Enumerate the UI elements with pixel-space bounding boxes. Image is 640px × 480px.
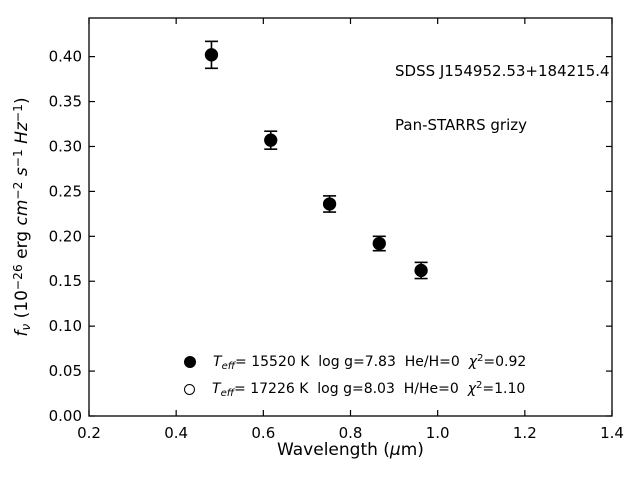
target-name: SDSS J154952.53+184215.4 [395, 62, 610, 80]
x-tick-label: 0.2 [77, 424, 101, 442]
y-tick-label: 0.40 [49, 48, 82, 66]
legend-row-model-1: Teff= 15520 K log g=7.83 He/H=0 χ2=0.92 [184, 353, 527, 372]
legend-row-model-2: Teff= 17226 K log g=8.03 H/He=0 χ2=1.10 [184, 380, 526, 399]
text-fragment: ν [19, 323, 34, 331]
text-fragment: m) [400, 440, 424, 460]
text-fragment: f [12, 330, 32, 337]
y-axis-label: fν (10−26 erg cm−2 s−1 Hz−1) [10, 47, 34, 387]
x-tick-label: 1.0 [426, 424, 450, 442]
data-point [264, 133, 278, 147]
text-fragment: 2 [476, 380, 483, 392]
text-fragment: = 15520 K log g=7.83 He/H=0 [235, 354, 469, 370]
text-fragment: Wavelength ( [277, 440, 390, 460]
text-fragment: erg [12, 225, 32, 265]
x-tick-label: 1.2 [513, 424, 537, 442]
text-fragment: Hz [12, 122, 32, 144]
text-fragment [12, 176, 32, 181]
y-tick-label: 0.05 [49, 362, 82, 380]
y-tick-label: 0.35 [49, 93, 82, 111]
data-point [204, 48, 219, 62]
text-fragment: cm [12, 199, 32, 226]
y-tick-label: 0.15 [49, 272, 82, 290]
x-tick-label: 1.4 [600, 424, 624, 442]
data-point [322, 197, 337, 211]
x-tick-label: 0.8 [339, 424, 363, 442]
text-fragment: T [212, 381, 221, 397]
text-fragment: eff [220, 387, 235, 399]
y-tick-label: 0.10 [49, 317, 82, 335]
survey-name: Pan-STARRS grizy [395, 116, 528, 134]
text-fragment: −2 [10, 181, 25, 200]
y-tick-label: 0.00 [49, 407, 82, 425]
y-tick-label: 0.30 [49, 137, 82, 155]
data-point [372, 236, 386, 251]
text-fragment: =0.92 [483, 354, 527, 370]
legend-entry-model-2: Teff= 17226 K log g=8.03 H/He=0 χ2=1.10 [212, 380, 526, 399]
text-fragment: s [12, 167, 32, 177]
text-fragment: −26 [10, 264, 25, 291]
x-axis-label: Wavelength (μm) [89, 440, 612, 460]
text-fragment: T [213, 354, 222, 370]
text-fragment: μ [389, 440, 401, 460]
text-fragment: χ [467, 381, 476, 397]
target-annotation: SDSS J154952.53+184215.4 Pan-STARRS griz… [395, 26, 610, 170]
x-tick-label: 0.6 [251, 424, 275, 442]
text-fragment: = 17226 K log g=8.03 H/He=0 [234, 381, 468, 397]
legend-entry-model-1: Teff= 15520 K log g=7.83 He/H=0 χ2=0.92 [213, 353, 527, 372]
text-fragment: −1 [10, 149, 25, 168]
data-point [414, 263, 428, 278]
text-fragment: −1 [10, 104, 25, 123]
open-circle-icon [184, 383, 195, 395]
text-fragment: χ [468, 354, 477, 370]
text-fragment: (10 [12, 290, 32, 324]
y-tick-label: 0.20 [49, 227, 82, 245]
text-fragment: 2 [477, 353, 484, 365]
text-fragment: =1.10 [482, 381, 526, 397]
x-tick-label: 0.4 [164, 424, 188, 442]
y-tick-label: 0.25 [49, 182, 82, 200]
text-fragment: eff [221, 360, 236, 372]
filled-circle-icon [184, 356, 196, 368]
